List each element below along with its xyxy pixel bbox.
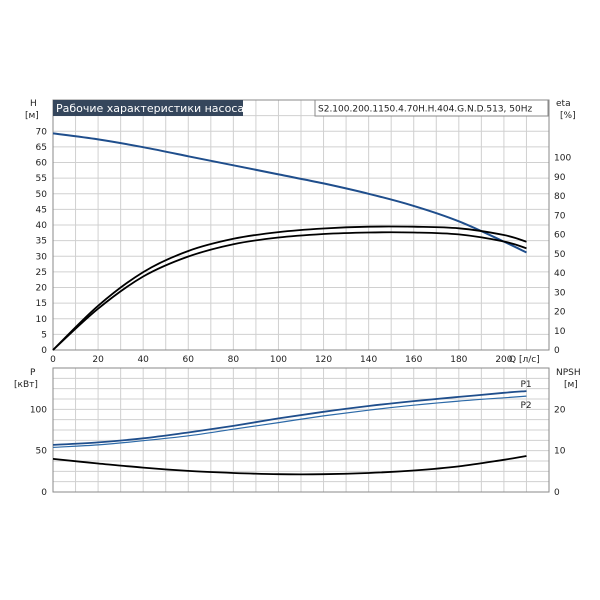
top-series-line-0 [52,132,527,254]
top-series-line-2 [52,231,527,351]
bottom-y-tick-label: 50 [36,447,48,457]
top-y2-tick-labels: 0 10 20 30 40 50 60 70 80 90 100 [554,154,571,356]
top-y-tick-labels: 0 5 10 15 20 25 30 35 40 45 50 55 60 65 70 [36,127,48,356]
top-x-axis-label: Q [л/с] [509,355,540,365]
y-tick-label: 20 [36,284,48,294]
bottom-series-line-1 [52,395,527,448]
bottom-series-lines [52,390,527,476]
y-tick-label: 5 [41,330,47,340]
x-tick-label: 120 [315,355,332,365]
y2-tick-label: 70 [554,211,566,221]
bottom-series-labels: P1 P2 [520,380,531,411]
x-tick-label: 60 [183,355,195,365]
y2-tick-label: 20 [554,308,566,318]
x-tick-label: 200 [495,355,512,365]
bottom-y-tick-label: 100 [30,405,47,415]
y-tick-label: 15 [36,299,47,309]
y2-tick-label: 50 [554,250,566,260]
x-tick-label: 100 [270,355,287,365]
y-tick-label: 10 [36,315,48,325]
y-tick-label: 60 [36,159,48,169]
bottom-y2-tick-label: 0 [554,488,560,498]
y-tick-label: 40 [36,221,48,231]
x-tick-label: 160 [405,355,422,365]
top-series-line-1 [52,225,527,351]
y-tick-label: 25 [36,268,47,278]
y-tick-label: 70 [36,127,48,137]
y2-tick-label: 60 [554,231,566,241]
bottom-series-line-0 [52,390,527,446]
bottom-y-tick-labels: 0 50 100 [30,405,47,498]
top-series-lines [52,132,527,351]
bottom-y2-tick-labels: 0 10 20 [554,405,566,498]
bottom-series-line-2 [52,455,527,476]
bottom-gridlines [53,368,549,492]
y-tick-label: 30 [36,252,48,262]
y2-tick-label: 0 [554,346,560,356]
x-tick-label: 40 [137,355,149,365]
x-tick-label: 140 [360,355,377,365]
bottom-y-tick-label: 0 [41,488,47,498]
bottom-y2-axis-label: NPSH [м] [556,368,581,390]
chart-title-bar [53,100,243,116]
y2-tick-label: 100 [554,154,571,164]
y2-tick-label: 40 [554,269,566,279]
y2-tick-label: 30 [554,288,566,298]
y2-tick-label: 80 [554,192,566,202]
top-x-tick-labels: 0 20 40 60 80 100 120 140 160 180 200 [50,355,513,365]
bottom-plot-frame [52,367,550,493]
series-label-p2: P2 [520,401,531,411]
series-label-p1: P1 [520,380,531,390]
y-tick-label: 35 [36,237,47,247]
bottom-y2-tick-label: 10 [554,447,566,457]
bottom-y2-tick-label: 20 [554,405,566,415]
x-tick-label: 20 [92,355,104,365]
y-tick-label: 55 [36,174,47,184]
x-tick-label: 180 [450,355,467,365]
top-y-axis-label: H [м] [25,99,39,121]
y-tick-label: 65 [36,143,47,153]
chart-title: Рабочие характеристики насоса [56,102,244,115]
top-y2-axis-label: eta [%] [556,99,576,121]
y2-tick-label: 90 [554,173,566,183]
top-gridlines [53,100,549,350]
y-tick-label: 50 [36,190,48,200]
y-tick-label: 0 [41,346,47,356]
pump-code: S2.100.200.1150.4.70H.H.404.G.N.D.513, 5… [318,105,533,115]
bottom-y-axis-label: P [кВт] [14,368,38,390]
x-tick-label: 80 [228,355,240,365]
x-tick-label: 0 [50,355,56,365]
pump-code-box [314,99,549,117]
y2-tick-label: 10 [554,327,566,337]
y-tick-label: 45 [36,205,47,215]
top-plot-frame [52,99,550,351]
